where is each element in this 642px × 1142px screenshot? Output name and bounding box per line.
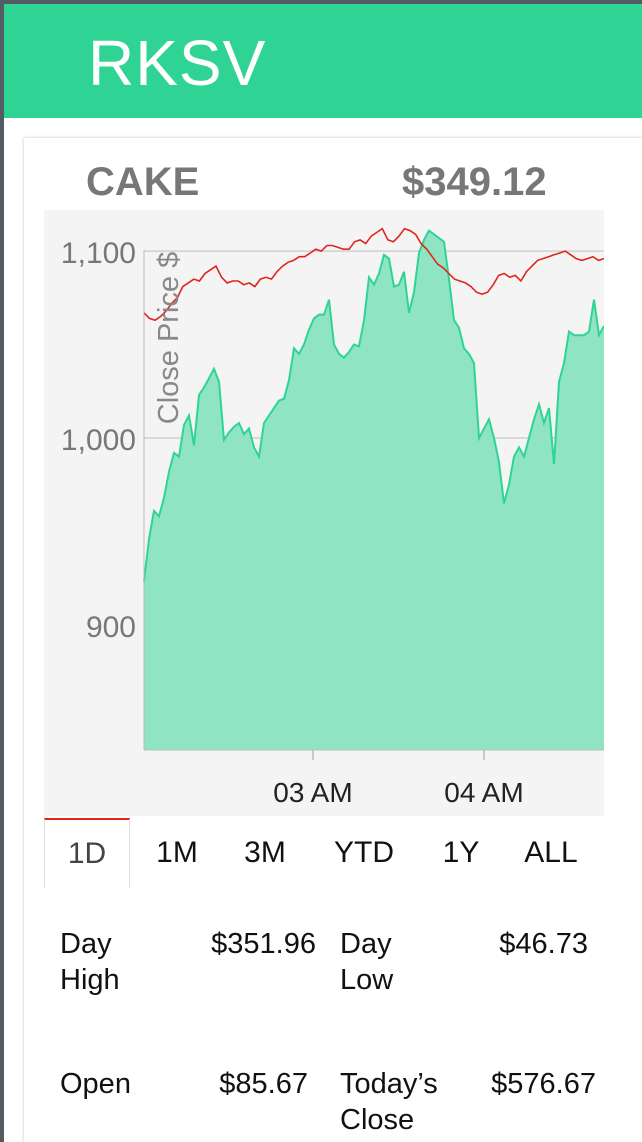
range-tabs: 1D 1M 3M YTD 1Y ALL (44, 818, 604, 888)
comparison-price-line (143, 227, 604, 322)
app-header: RKSV (4, 4, 642, 118)
window-frame-top (0, 0, 642, 4)
day-high-label: Day High (60, 928, 120, 996)
price-chart-svg: 900 1,000 1,100 03 AM 04 AM Close Price $ (61, 227, 604, 808)
x-tick-label: 04 AM (444, 777, 523, 808)
window-frame-left (0, 0, 4, 1142)
range-tab-ytd[interactable]: YTD (334, 836, 394, 869)
y-tick-label: 1,100 (61, 237, 136, 270)
range-tab-all[interactable]: ALL (524, 836, 578, 869)
open-value: $85.67 (219, 1068, 308, 1100)
stock-price: $349.12 (402, 160, 547, 204)
y-tick-label: 1,000 (61, 424, 136, 457)
y-axis-title: Close Price $ (153, 252, 185, 424)
range-tab-1d[interactable]: 1D (44, 818, 130, 888)
close-price-area-line (143, 229, 604, 582)
close-price-area (144, 230, 604, 751)
day-low-value: $46.73 (499, 928, 588, 960)
stock-ticker: CAKE (86, 160, 200, 204)
y-tick-label: 900 (86, 611, 136, 644)
day-high-value: $351.96 (211, 928, 316, 960)
brand-title: RKSV (88, 27, 267, 99)
day-low-label: Day Low (340, 928, 394, 996)
range-tab-1m[interactable]: 1M (156, 836, 198, 869)
x-tick-label: 03 AM (273, 777, 352, 808)
todays-close-label: Today’s Close (340, 1068, 438, 1136)
open-label: Open (60, 1068, 131, 1100)
todays-close-value: $576.67 (491, 1068, 596, 1100)
range-tab-1y[interactable]: 1Y (442, 836, 480, 869)
price-chart[interactable]: 900 1,000 1,100 03 AM 04 AM Close Price $ (44, 210, 604, 816)
stock-card: CAKE $349.12 900 1,000 1,100 03 AM 04 AM Clos… (24, 138, 642, 1142)
range-tab-3m[interactable]: 3M (244, 836, 286, 869)
